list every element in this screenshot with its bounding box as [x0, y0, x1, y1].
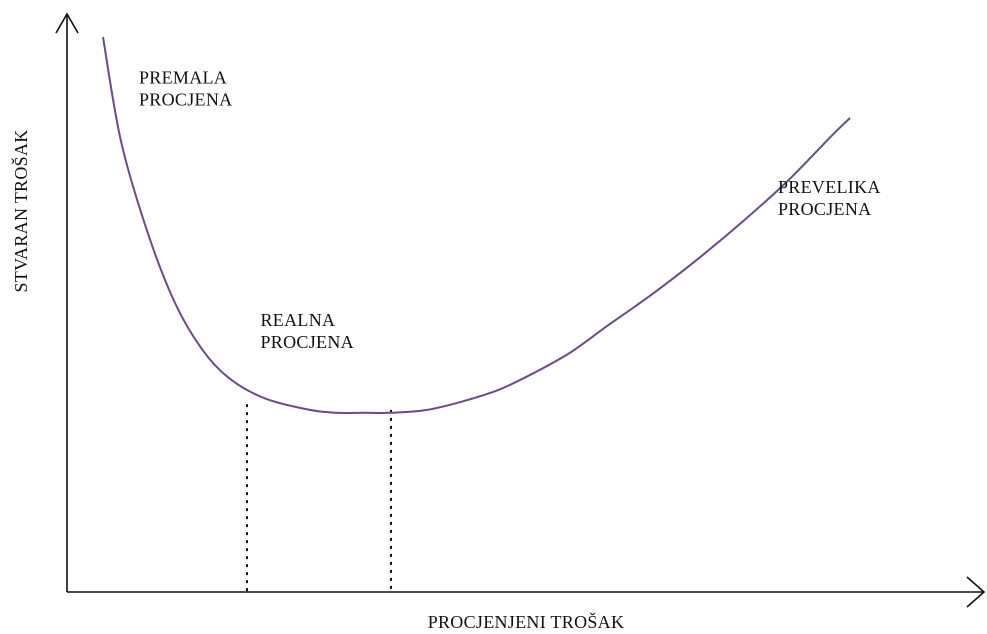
- annotation-line: PREVELIKA: [778, 177, 881, 197]
- y-axis-arrow: [55, 12, 79, 34]
- cost-curve-line: [102, 36, 851, 415]
- annotation-underestimate: PREMALA PROCJENA: [139, 67, 232, 109]
- annotation-overestimate: PREVELIKA PROCJENA: [778, 177, 881, 219]
- annotation-realistic: REALNA PROCJENA: [261, 310, 354, 352]
- axes: [55, 12, 986, 608]
- annotation-line: REALNA: [261, 310, 336, 330]
- guide-lines: [246, 404, 392, 592]
- annotation-line: PREMALA: [139, 67, 227, 87]
- y-axis-label: STVARAN TROŠAK: [10, 129, 31, 292]
- annotation-line: PROCJENA: [778, 199, 871, 219]
- x-axis-label: PROCJENJENI TROŠAK: [428, 611, 625, 632]
- annotation-line: PROCJENA: [261, 332, 354, 352]
- series-group: [102, 36, 851, 415]
- x-axis-arrow: [966, 576, 986, 608]
- annotation-line: PROCJENA: [139, 89, 232, 109]
